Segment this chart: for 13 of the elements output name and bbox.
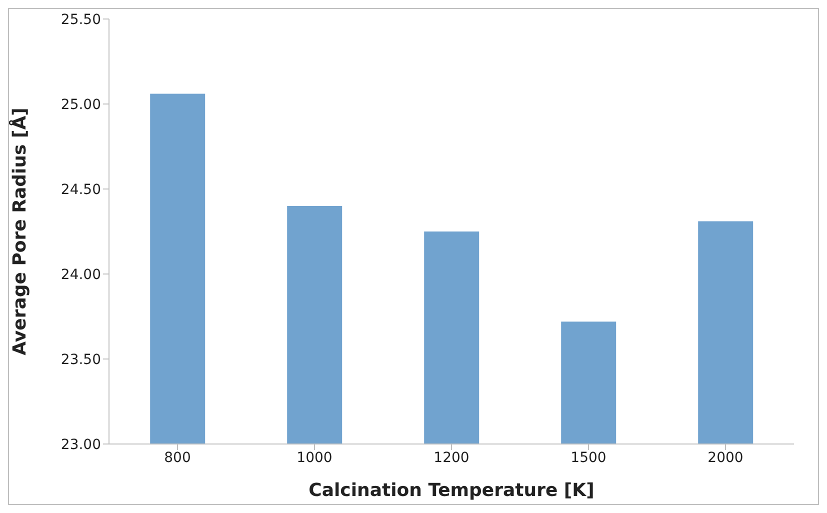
x-tick-label: 1500 (570, 450, 606, 466)
x-tick-label: 800 (164, 450, 191, 466)
x-axis-title: Calcination Temperature [K] (308, 480, 594, 501)
y-tick-label: 24.00 (60, 266, 101, 283)
y-tick-label: 24.50 (60, 182, 101, 198)
x-tick-label: 1000 (296, 450, 332, 466)
x-tick-label: 2000 (708, 450, 744, 466)
y-tick-label: 25.00 (60, 96, 101, 113)
y-tick-label: 25.50 (60, 12, 101, 28)
y-axis-title: Average Pore Radius [Å] (8, 108, 30, 356)
x-tick-label: 1200 (434, 450, 470, 466)
y-tick-label: 23.00 (60, 436, 101, 453)
y-tick-label: 23.50 (60, 352, 101, 368)
